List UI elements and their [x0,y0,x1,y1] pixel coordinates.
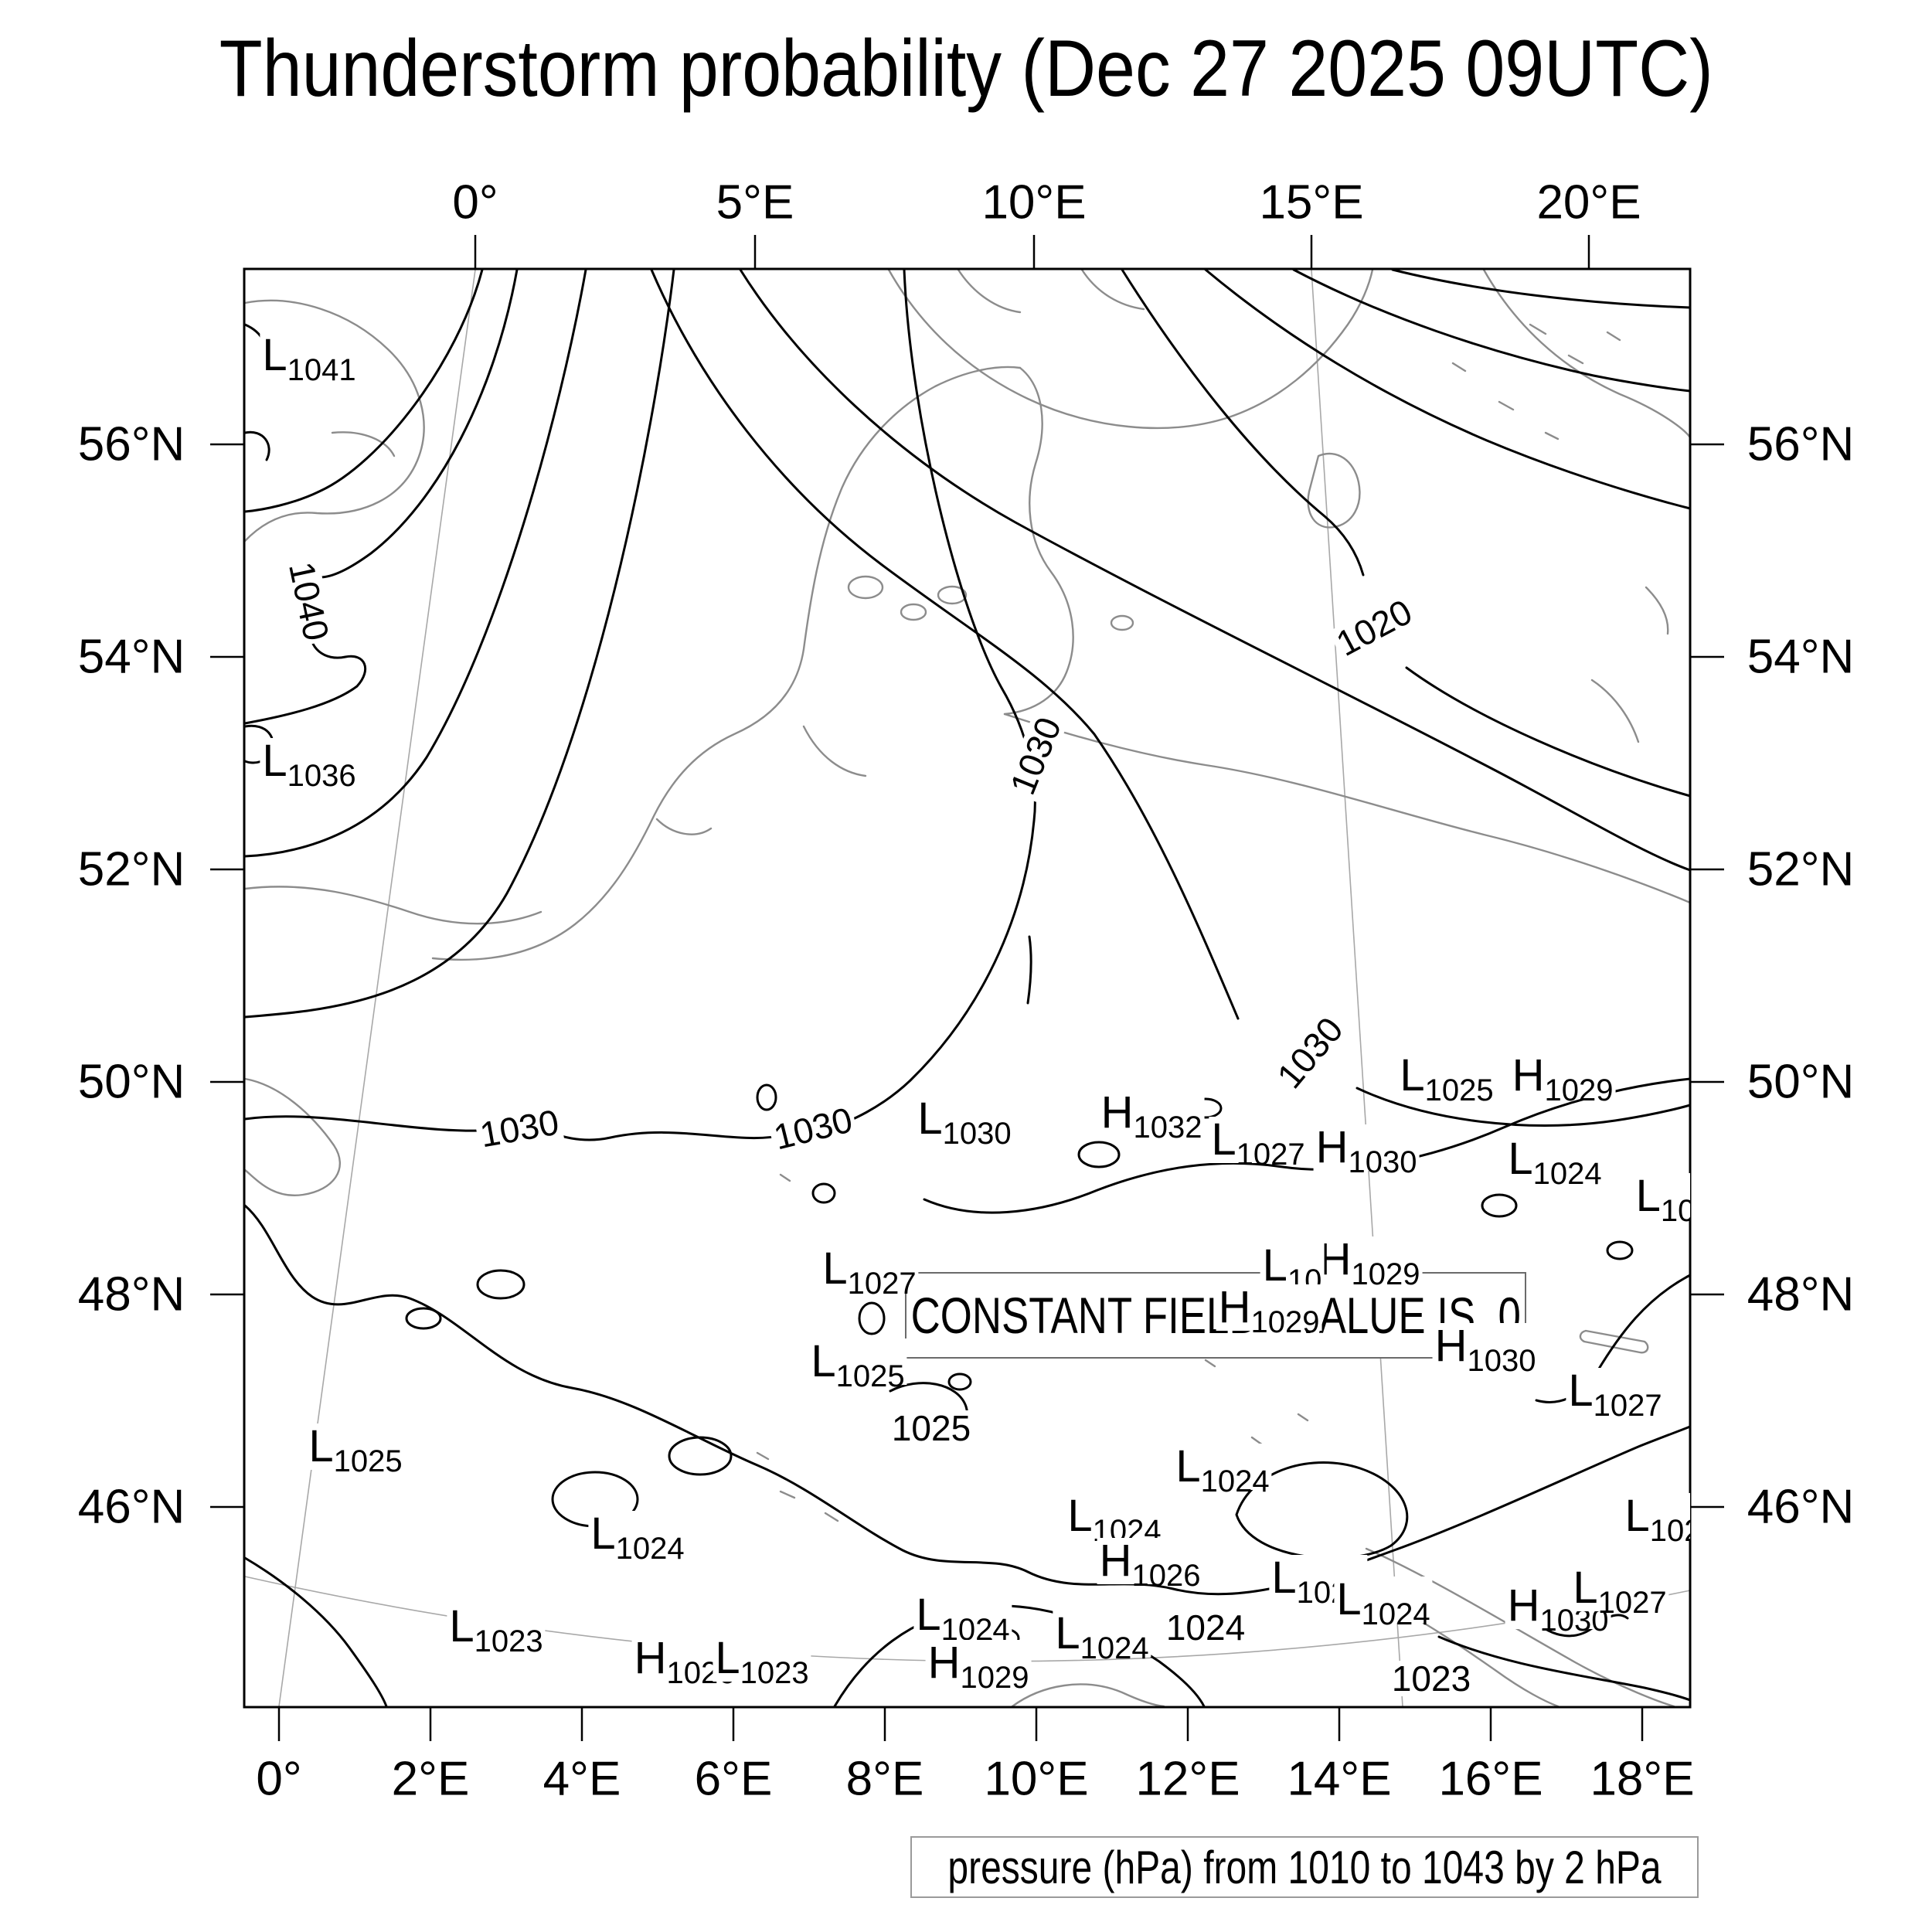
lat-label-left: 48°N [77,1267,185,1321]
contour-value-label: 1040 [281,556,337,647]
lon-label-bottom: 16°E [1438,1752,1543,1806]
low-pressure-center-label: L10 [1260,1243,1325,1296]
lon-label-bottom: 0° [256,1752,302,1806]
lon-label-bottom: 6°E [694,1752,773,1806]
lat-label-left: 52°N [77,842,185,896]
low-pressure-center-label: L1024 [588,1511,687,1564]
low-pressure-center-label: L1024 [1505,1136,1604,1189]
low-pressure-center-label: L1024 [913,1592,1012,1645]
lat-label-right: 46°N [1747,1480,1855,1534]
contour-value-label: 1025 [888,1410,975,1446]
contour-value-label: 1030 [1268,1008,1352,1097]
contour-value-label: 1030 [1002,709,1069,802]
high-pressure-center-label: H1029 [925,1640,1032,1693]
lon-label-bottom: 14°E [1287,1752,1392,1806]
lon-label-top: 20°E [1536,175,1641,230]
lat-label-right: 48°N [1747,1267,1855,1321]
low-pressure-center-label: L1027 [1566,1368,1665,1421]
low-pressure-center-label: L1023 [713,1635,811,1689]
lon-label-bottom: 18°E [1590,1752,1695,1806]
lon-label-bottom: 4°E [543,1752,621,1806]
lon-label-top: 5°E [716,175,794,230]
contour-value-label: 1030 [767,1099,859,1158]
lon-label-top: 10°E [981,175,1087,230]
low-pressure-center-label: L1030 [915,1096,1014,1149]
high-pressure-center-label: H1029 [1509,1053,1616,1106]
high-pressure-center-label: H1030 [1432,1323,1539,1376]
lon-label-bottom: 10°E [984,1752,1089,1806]
low-pressure-center-label: L1025 [808,1338,907,1392]
lon-label-bottom: 12°E [1135,1752,1240,1806]
low-pressure-center-label: L1024 [1173,1444,1272,1497]
contour-value-label: 1020 [1328,591,1420,664]
low-pressure-center-label: L1024 [1053,1611,1151,1664]
constant-field-note: CONSTANT FIELD - VALUE IS .0 [905,1272,1526,1359]
lat-label-left: 46°N [77,1480,185,1534]
low-pressure-center-label: L1025 [1397,1053,1496,1106]
axis-ticks [210,235,1724,1741]
page-title: Thunderstorm probability (Dec 27 2025 09… [219,24,1713,114]
low-pressure-center-label: L102 [1622,1493,1690,1546]
contour-value-label: 1030 [474,1102,565,1155]
low-pressure-center-label: L1025 [306,1423,405,1477]
lon-label-bottom: 2°E [391,1752,470,1806]
contour-value-label: 1023 [1388,1661,1475,1696]
contour-layer [243,268,1692,1708]
low-pressure-center-label: L1023 [447,1604,546,1657]
lat-label-left: 56°N [77,417,185,471]
high-pressure-center-label: H1032 [1098,1090,1205,1143]
contour-value-label: 1024 [1162,1610,1249,1645]
low-pressure-center-label: L1024 [1334,1577,1433,1630]
low-pressure-center-label: L1027 [1209,1117,1308,1170]
lon-label-top: 15°E [1259,175,1364,230]
low-pressure-center-label: L10 [1633,1173,1690,1226]
pressure-legend: pressure (hPa) from 1010 to 1043 by 2 hP… [910,1836,1699,1898]
lat-label-right: 52°N [1747,842,1855,896]
low-pressure-center-label: L1027 [1570,1565,1669,1618]
low-pressure-center-label: L1036 [260,738,359,791]
low-pressure-center-label: L1024 [1065,1493,1164,1546]
lat-label-left: 50°N [77,1055,185,1109]
lat-label-right: 54°N [1747,630,1855,684]
high-pressure-center-label: H1030 [1313,1124,1420,1178]
coastline-layer [243,268,1692,1708]
low-pressure-center-label: L1027 [820,1246,919,1299]
lon-label-bottom: 8°E [845,1752,924,1806]
lon-label-top: 0° [452,175,498,230]
map-frame [243,267,1692,1709]
high-pressure-center-label: H1026 [1097,1538,1203,1591]
low-pressure-center-label: L1041 [260,332,359,386]
map-labels-layer: CONSTANT FIELD - VALUE IS .0 L1041 L1036 L… [244,269,1690,1707]
lat-label-right: 56°N [1747,417,1855,471]
lat-label-left: 54°N [77,630,185,684]
high-pressure-center-label: H1029 [1316,1236,1423,1290]
high-pressure-center-label: H1029 [1216,1284,1322,1338]
lat-label-right: 50°N [1747,1055,1855,1109]
